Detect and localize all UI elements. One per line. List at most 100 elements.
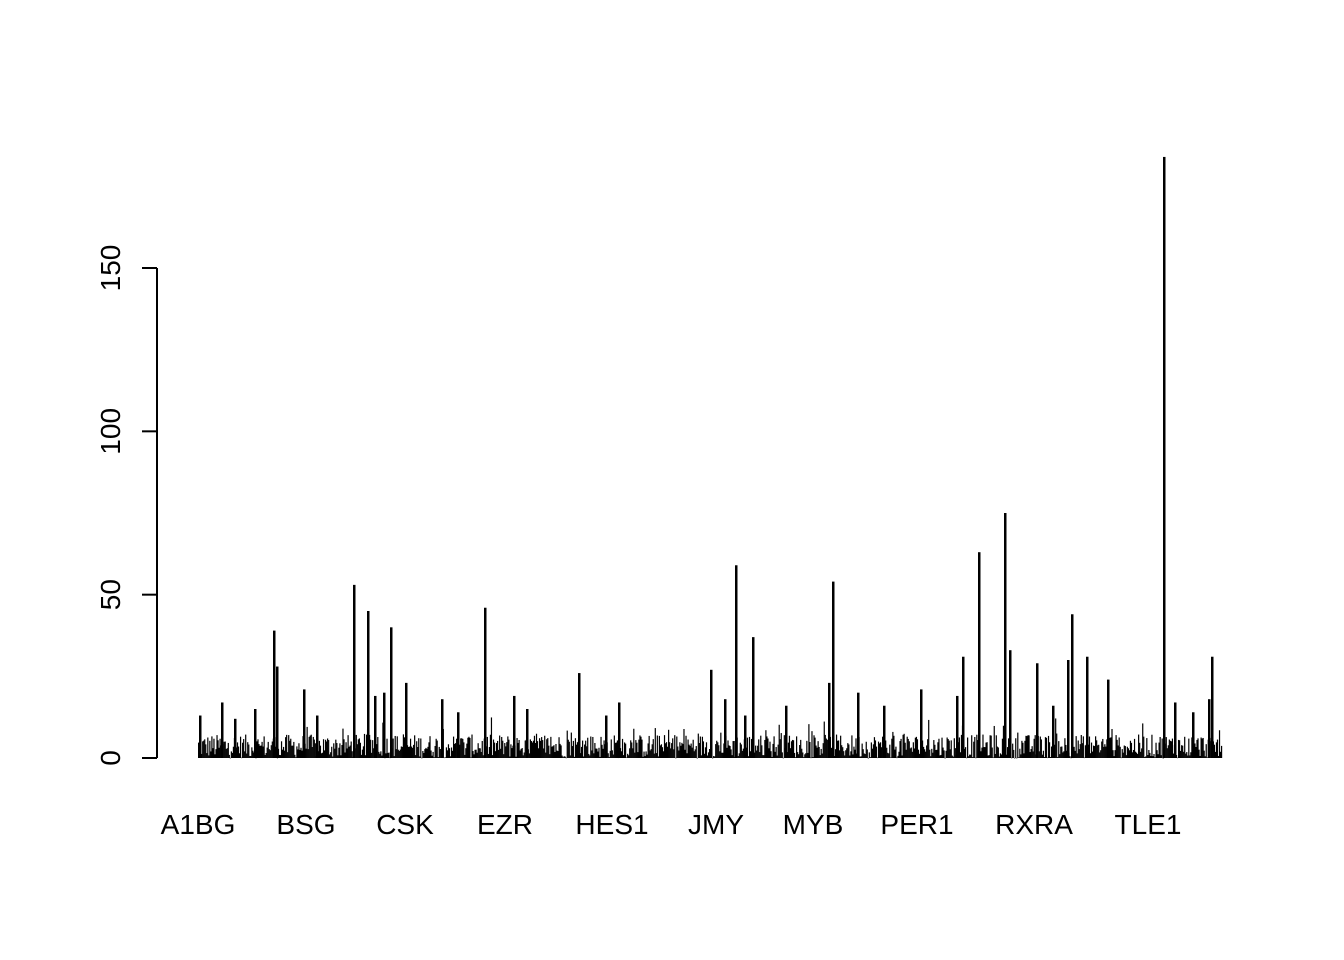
bar [1176,757,1179,759]
bar [596,748,598,758]
bar [912,742,914,758]
bar [779,739,781,758]
bar [854,749,856,758]
bar [538,738,541,758]
bar [1057,757,1059,758]
bar-peak [1052,705,1055,758]
bar [894,749,896,758]
bar [1119,746,1121,758]
bar [929,749,931,758]
bar [635,740,637,758]
bar [808,724,810,758]
bar [287,752,289,758]
bar [530,741,532,758]
bar [603,740,605,758]
bar [762,755,764,758]
bar [481,740,483,758]
bar [984,747,986,758]
bar [1135,752,1138,758]
bar [276,757,279,759]
bar [511,748,513,758]
bar [926,745,928,758]
bar [379,753,381,758]
bar [889,744,891,758]
bar [1017,732,1019,758]
bar [921,740,924,758]
bar [1111,728,1113,758]
bar [423,752,425,758]
bar [1123,745,1125,758]
bar [1152,756,1154,758]
bar [1213,744,1216,758]
bar [740,744,742,758]
bar [1181,745,1183,758]
bar [927,739,929,758]
bar [1016,757,1018,759]
bar [452,736,455,758]
bar [1013,749,1015,758]
bar [610,739,612,758]
bar [467,737,469,758]
bar [333,743,335,758]
bar [486,736,488,758]
bar [1133,738,1136,758]
bar [717,742,719,758]
bar [844,755,846,758]
bar-peak [605,715,608,758]
bar-peak [273,630,276,758]
bar [395,749,397,758]
bar-peak [1009,650,1012,758]
bar [1153,754,1155,758]
bar [945,750,947,758]
bar [290,738,292,758]
bar [729,746,731,758]
bar [609,750,611,758]
bar [1065,744,1067,758]
x-category-label: HES1 [575,809,648,840]
bar [813,735,815,758]
bar-peak [513,695,516,758]
bar-peak [405,682,408,758]
bar [355,734,357,758]
bar [328,740,330,758]
bar [615,742,617,758]
bar-peak [367,611,370,758]
bar [902,734,904,758]
bar [348,746,350,758]
bar [1028,735,1030,758]
bar [878,743,881,758]
bar [942,747,944,758]
bar [372,740,374,758]
bar [230,751,232,758]
bar [536,741,539,758]
bar [802,752,804,758]
bar [1169,740,1171,758]
bar [226,748,228,758]
bar [420,738,422,758]
bar [1191,737,1193,758]
bar-peak [276,666,279,758]
bar [585,740,587,758]
bar [332,756,334,758]
bar [1139,742,1141,758]
bar [247,742,249,758]
bar [215,749,217,758]
bar [1202,737,1204,758]
bar [661,747,664,758]
bar [552,746,554,758]
bar [564,756,566,758]
bar [718,745,720,758]
bar [431,755,433,758]
bar [1125,755,1127,758]
bar [1131,752,1134,758]
bar-peak [199,715,202,758]
bar [506,742,508,758]
bar [421,757,423,759]
bar [666,746,669,758]
bar [820,748,822,758]
bar [771,756,773,758]
bar [1198,749,1200,758]
bar [443,757,445,759]
bar [249,755,251,758]
bar [800,739,802,758]
